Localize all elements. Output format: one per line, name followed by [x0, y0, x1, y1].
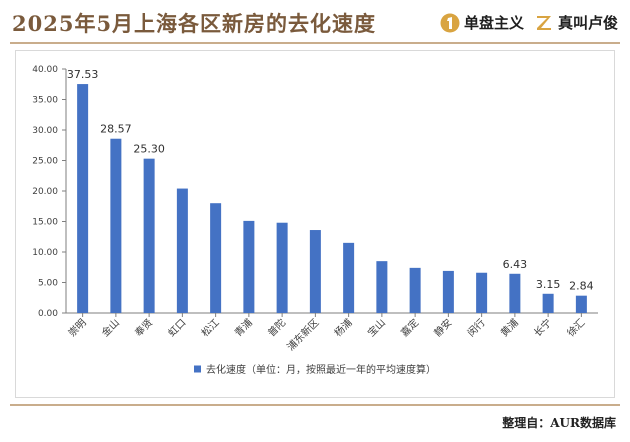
y-tick-label: 5.00 — [38, 279, 58, 289]
x-tick-label: 松江 — [198, 316, 221, 339]
x-tick-label: 嘉定 — [398, 316, 421, 339]
bar — [343, 242, 355, 313]
brand-logo-1-icon — [440, 13, 460, 32]
y-tick-label: 10.00 — [32, 248, 58, 258]
y-tick-label: 15.00 — [32, 218, 58, 228]
source-credit: 整理自：AUR数据库 — [502, 416, 616, 430]
x-tick-label: 崇明 — [66, 317, 89, 340]
x-tick-label: 长宁 — [531, 316, 554, 339]
y-tick-label: 0.00 — [38, 309, 58, 319]
page-title: 2025年5月上海各区新房的去化速度 — [12, 11, 377, 36]
data-label: 28.57 — [100, 123, 132, 136]
x-tick-label: 青浦 — [232, 316, 255, 339]
footer-divider — [10, 404, 620, 406]
bar-chart: 0.00 5.00 10.00 15.00 20.00 25.00 30.00 35.00 40… — [32, 65, 598, 376]
brand-logo-z-icon — [536, 15, 551, 30]
bar — [542, 293, 554, 313]
bar — [276, 222, 288, 313]
brand-2-name: 真叫卢俊 — [557, 14, 618, 32]
y-tick-label: 20.00 — [32, 187, 58, 197]
x-tick-label: 浦东新区 — [284, 316, 321, 353]
brand-logos: 单盘主义 真叫卢俊 — [440, 12, 618, 33]
bar — [409, 267, 421, 313]
x-tick-label: 杨浦 — [331, 316, 354, 339]
y-tick-label: 30.00 — [32, 126, 58, 136]
bar — [110, 138, 122, 313]
bar — [575, 295, 587, 313]
bar — [243, 220, 255, 313]
x-tick-label: 金山 — [99, 316, 122, 339]
y-tick-label: 35.00 — [32, 96, 58, 106]
bar — [143, 158, 155, 313]
data-label: 25.30 — [133, 143, 165, 156]
bar — [77, 84, 89, 313]
data-label: 37.53 — [67, 68, 99, 81]
bar — [176, 188, 188, 313]
brand-danpan: 单盘主义 — [440, 12, 524, 33]
legend-swatch — [194, 365, 201, 373]
y-tick-label: 25.00 — [32, 157, 58, 167]
bar — [509, 273, 521, 313]
x-tick-label: 宝山 — [365, 316, 388, 339]
bar — [210, 203, 222, 313]
brand-zhenjiao: 真叫卢俊 — [534, 12, 618, 33]
bar — [442, 270, 454, 313]
data-label: 2.84 — [569, 280, 594, 293]
header-divider — [10, 42, 620, 44]
data-label: 6.43 — [503, 258, 528, 271]
brand-1-name: 单盘主义 — [463, 14, 524, 32]
x-tick-label: 普陀 — [265, 316, 288, 339]
bar — [476, 272, 488, 313]
x-tick-label: 黄浦 — [498, 316, 521, 339]
data-label: 3.15 — [536, 278, 561, 291]
bar — [376, 261, 388, 313]
x-tick-label: 徐汇 — [564, 316, 587, 339]
x-tick-label: 静安 — [431, 316, 454, 339]
bar — [309, 230, 321, 313]
legend-label: 去化速度（单位：月，按照最近一年的平均速度算） — [206, 363, 436, 376]
x-tick-label: 虹口 — [166, 317, 189, 340]
chart-container: 0.00 5.00 10.00 15.00 20.00 25.00 30.00 35.00 40… — [15, 50, 615, 398]
x-tick-label: 奉贤 — [132, 316, 155, 339]
x-tick-label: 闵行 — [464, 316, 487, 339]
y-tick-label: 40.00 — [32, 65, 58, 75]
